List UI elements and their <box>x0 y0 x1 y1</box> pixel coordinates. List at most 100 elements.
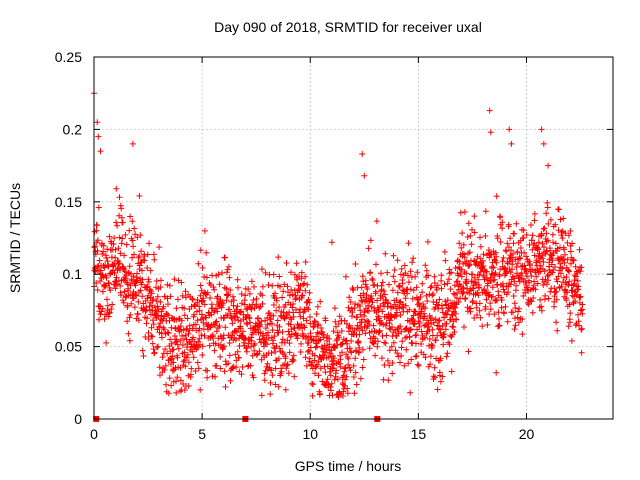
data-point <box>151 349 158 356</box>
data-point <box>163 381 169 388</box>
data-point <box>98 308 105 315</box>
data-point <box>437 378 444 385</box>
data-point <box>538 303 545 310</box>
data-point <box>210 284 217 290</box>
data-point <box>235 284 241 291</box>
data-point <box>214 293 221 300</box>
data-point <box>227 377 234 384</box>
data-point <box>211 309 217 316</box>
data-point <box>223 285 230 292</box>
data-point <box>155 343 161 350</box>
data-point <box>265 282 272 288</box>
y-tick-label: 0.2 <box>63 121 83 137</box>
data-point <box>448 368 455 375</box>
data-point <box>326 335 333 342</box>
data-point <box>327 372 334 379</box>
data-point <box>481 286 488 293</box>
data-point <box>145 278 152 285</box>
data-point <box>270 337 277 344</box>
data-point <box>285 328 292 335</box>
data-point <box>424 298 431 304</box>
data-point <box>164 329 171 336</box>
data-point <box>502 264 509 271</box>
data-point <box>114 222 121 229</box>
y-tick-label: 0.25 <box>55 49 82 65</box>
x-tick-label: 0 <box>90 426 98 442</box>
data-point <box>462 295 469 302</box>
data-point <box>438 285 445 292</box>
data-point <box>476 307 483 314</box>
data-point <box>542 292 549 299</box>
data-point <box>499 258 506 265</box>
data-point <box>517 255 523 262</box>
data-point <box>496 322 503 329</box>
data-point <box>352 261 359 267</box>
data-point <box>278 368 285 375</box>
data-point <box>103 274 110 281</box>
data-point <box>367 237 374 244</box>
data-point <box>230 293 236 300</box>
data-point <box>408 315 415 322</box>
data-point <box>354 314 361 320</box>
data-point <box>169 353 176 360</box>
data-point <box>565 232 572 239</box>
data-point <box>424 238 431 245</box>
data-point <box>276 273 283 280</box>
data-point <box>297 313 304 320</box>
data-point <box>245 286 252 293</box>
data-point <box>105 280 112 286</box>
data-point <box>357 375 364 382</box>
data-point <box>563 297 570 304</box>
data-point <box>262 325 269 332</box>
data-point <box>108 306 115 312</box>
data-point <box>489 284 496 291</box>
data-point <box>154 303 161 310</box>
data-point <box>552 264 558 270</box>
data-point <box>407 268 414 275</box>
data-point <box>369 277 376 284</box>
data-point <box>324 376 331 383</box>
data-point <box>579 310 586 317</box>
data-point <box>398 344 405 351</box>
data-point <box>396 284 403 290</box>
data-point <box>564 289 571 296</box>
data-point <box>294 332 301 339</box>
data-point <box>512 322 519 329</box>
data-point <box>374 297 381 304</box>
data-point <box>223 297 230 304</box>
data-point <box>170 346 177 353</box>
data-point <box>145 336 152 342</box>
data-point <box>456 258 463 265</box>
data-point <box>164 350 171 357</box>
data-point <box>335 394 342 401</box>
data-point <box>379 355 385 362</box>
data-point <box>285 370 292 377</box>
data-point <box>427 284 434 291</box>
data-point <box>576 294 583 301</box>
data-point <box>371 281 378 288</box>
data-point <box>523 267 530 274</box>
data-point <box>307 333 314 340</box>
data-point <box>560 215 567 222</box>
data-point <box>104 258 111 265</box>
data-point <box>221 343 227 350</box>
data-point <box>466 262 473 269</box>
data-point <box>234 303 241 310</box>
data-point <box>493 259 500 266</box>
data-point <box>290 313 297 320</box>
data-point <box>574 277 581 284</box>
data-point <box>430 373 437 380</box>
data-point <box>225 291 232 298</box>
data-point <box>306 289 313 296</box>
data-point <box>432 337 439 344</box>
data-point <box>452 265 459 271</box>
data-point <box>356 344 363 351</box>
data-point <box>511 326 518 333</box>
data-point <box>485 292 492 299</box>
data-point <box>116 234 123 241</box>
data-point <box>195 344 201 351</box>
data-point <box>374 338 381 345</box>
data-point <box>306 355 313 362</box>
data-point <box>305 306 312 313</box>
data-point <box>560 255 567 262</box>
